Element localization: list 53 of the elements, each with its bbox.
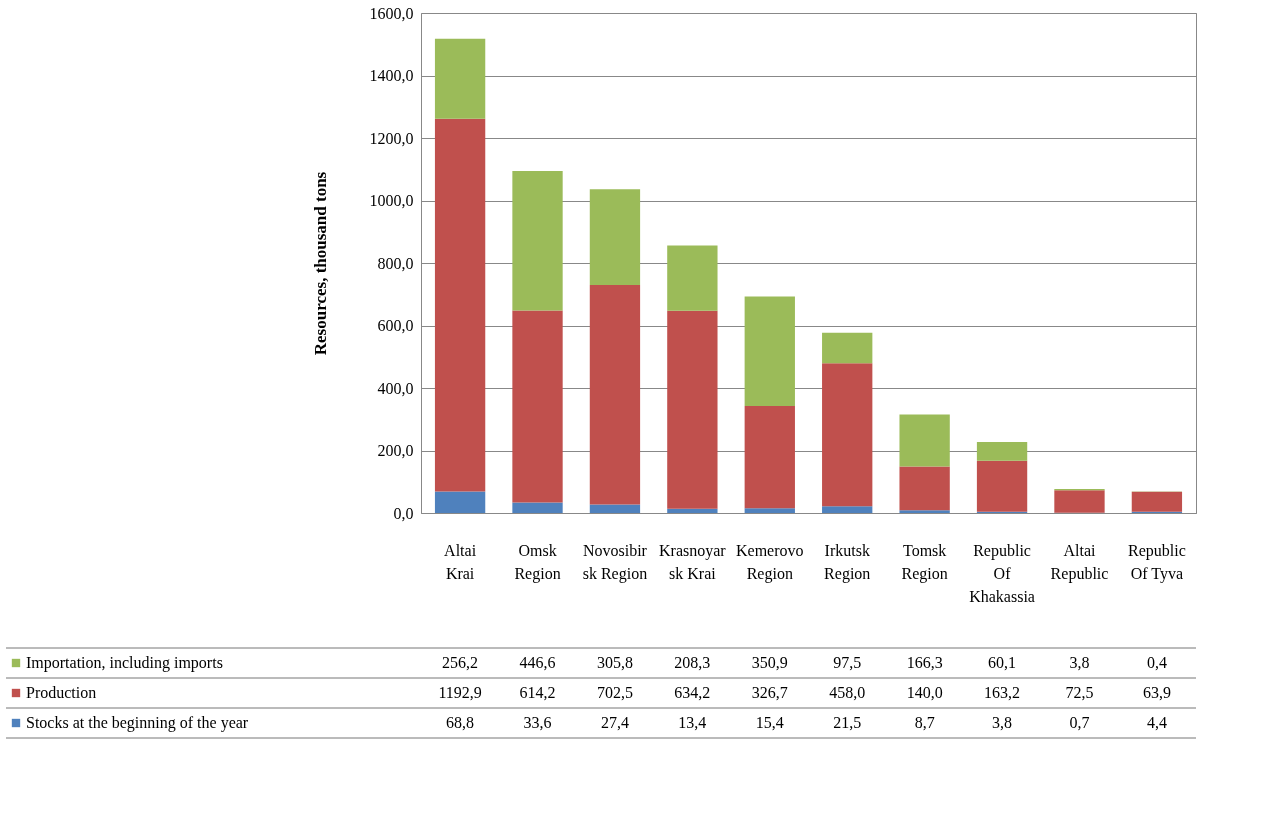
y-tick-label: 1400,0 [369, 67, 414, 84]
y-tick-label: 1200,0 [369, 129, 414, 147]
data-label: 15,4 [755, 714, 784, 731]
data-label: 326,7 [751, 684, 788, 701]
data-label: 0,7 [1069, 714, 1090, 731]
legend-label: Stocks at the beginning of the year [26, 714, 249, 732]
data-label: 68,8 [446, 714, 475, 731]
data-label: 3,8 [1069, 654, 1090, 671]
data-label: 97,5 [833, 654, 862, 671]
x-tick-label: Tomsk Region [901, 542, 948, 583]
data-label: 8,7 [914, 714, 935, 731]
x-tick-label: Novosibirsk Region [582, 542, 648, 583]
data-label: 63,9 [1142, 684, 1171, 701]
data-label: 702,5 [596, 684, 633, 701]
y-tick-label: 1600,0 [369, 4, 414, 22]
x-tick-label: Krasnoyarsk Krai [659, 542, 727, 582]
y-tick-label: 400,0 [377, 379, 414, 397]
data-label: 4,4 [1146, 714, 1167, 731]
data-label: 208,3 [674, 654, 711, 671]
data-label: 13,4 [678, 714, 707, 731]
data-label: 256,2 [442, 654, 479, 671]
data-label: 614,2 [519, 684, 556, 701]
y-tick-label: 0,0 [393, 504, 414, 522]
y-tick-label: 800,0 [377, 254, 414, 272]
data-label: 0,4 [1146, 654, 1167, 671]
data-label: 140,0 [906, 684, 943, 701]
x-tick-label: Omsk Region [514, 542, 561, 583]
x-tick-label: Republic Of Khakassia [969, 542, 1035, 605]
legend-label: Importation, including imports [26, 654, 223, 672]
y-axis-title: Resources, thousand tons [310, 171, 330, 356]
y-tick-label: 200,0 [377, 442, 414, 459]
data-label: 72,5 [1065, 684, 1094, 701]
data-label: 1192,9 [438, 684, 482, 701]
y-tick-label: 600,0 [377, 317, 414, 334]
data-label: 3,8 [992, 714, 1013, 731]
data-label: 446,6 [519, 654, 556, 671]
legend-label: Production [26, 684, 97, 701]
x-tick-label: Irkutsk Region [824, 542, 871, 583]
data-label: 60,1 [988, 654, 1017, 671]
y-tick-label: 1000,0 [369, 192, 414, 209]
x-tick-label: Republic Of Tyva [1128, 542, 1186, 583]
data-label: 458,0 [829, 684, 866, 701]
data-label: 634,2 [674, 684, 711, 701]
data-label: 350,9 [751, 654, 788, 671]
x-tick-label: Altai Republic [1050, 542, 1109, 583]
data-label: 163,2 [984, 684, 1021, 701]
data-label: 27,4 [600, 714, 629, 731]
data-label: 305,8 [596, 654, 633, 671]
data-label: 33,6 [523, 714, 552, 731]
data-label: 21,5 [833, 714, 862, 731]
x-tick-label: Altai Krai [444, 542, 477, 582]
x-tick-label: Kemerovo Region [736, 542, 804, 583]
data-label: 166,3 [906, 654, 943, 671]
